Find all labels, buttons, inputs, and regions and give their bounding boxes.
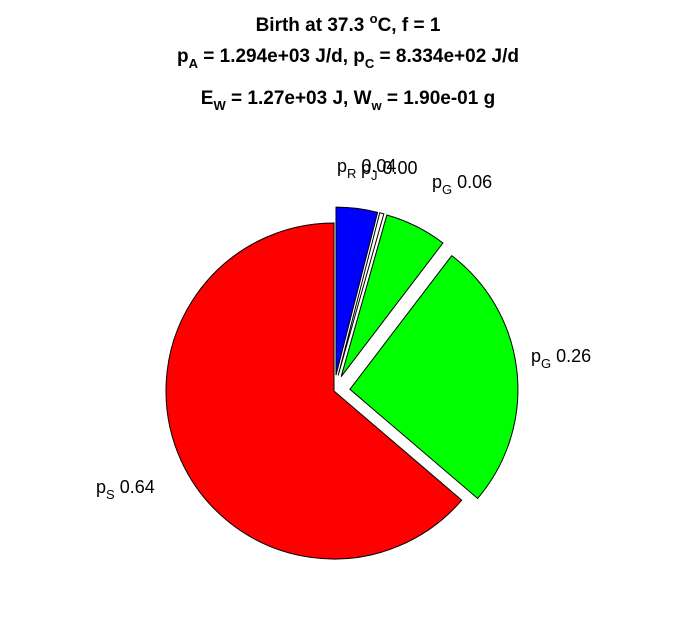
slice-label-1: pJ 0.00 [361,158,418,183]
pie-slices [165,206,519,560]
pie-slice-pj-1 [337,212,385,376]
slice-label-3: pG 0.26 [531,346,591,371]
slice-label-4: pS 0.64 [96,477,155,502]
title-line-2: pA = 1.294e+03 J/d, pC = 8.334e+02 J/d [177,46,519,71]
title-line-1: Birth at 37.3 oC, f = 1 [256,11,441,36]
chart-title: Birth at 37.3 oC, f = 1 pA = 1.294e+03 J… [177,11,519,113]
pie-slice-pg-3 [349,254,519,500]
pie-slice-ps-4 [165,222,463,560]
slice-label-2: pG 0.06 [432,172,492,197]
title-line-3: EW = 1.27e+03 J, Ww = 1.90e-01 g [201,88,495,113]
pie-slice-pg-2 [340,214,444,377]
pie-slice-pr-0 [335,206,379,376]
slice-label-0: pR 0.04 [337,156,396,181]
